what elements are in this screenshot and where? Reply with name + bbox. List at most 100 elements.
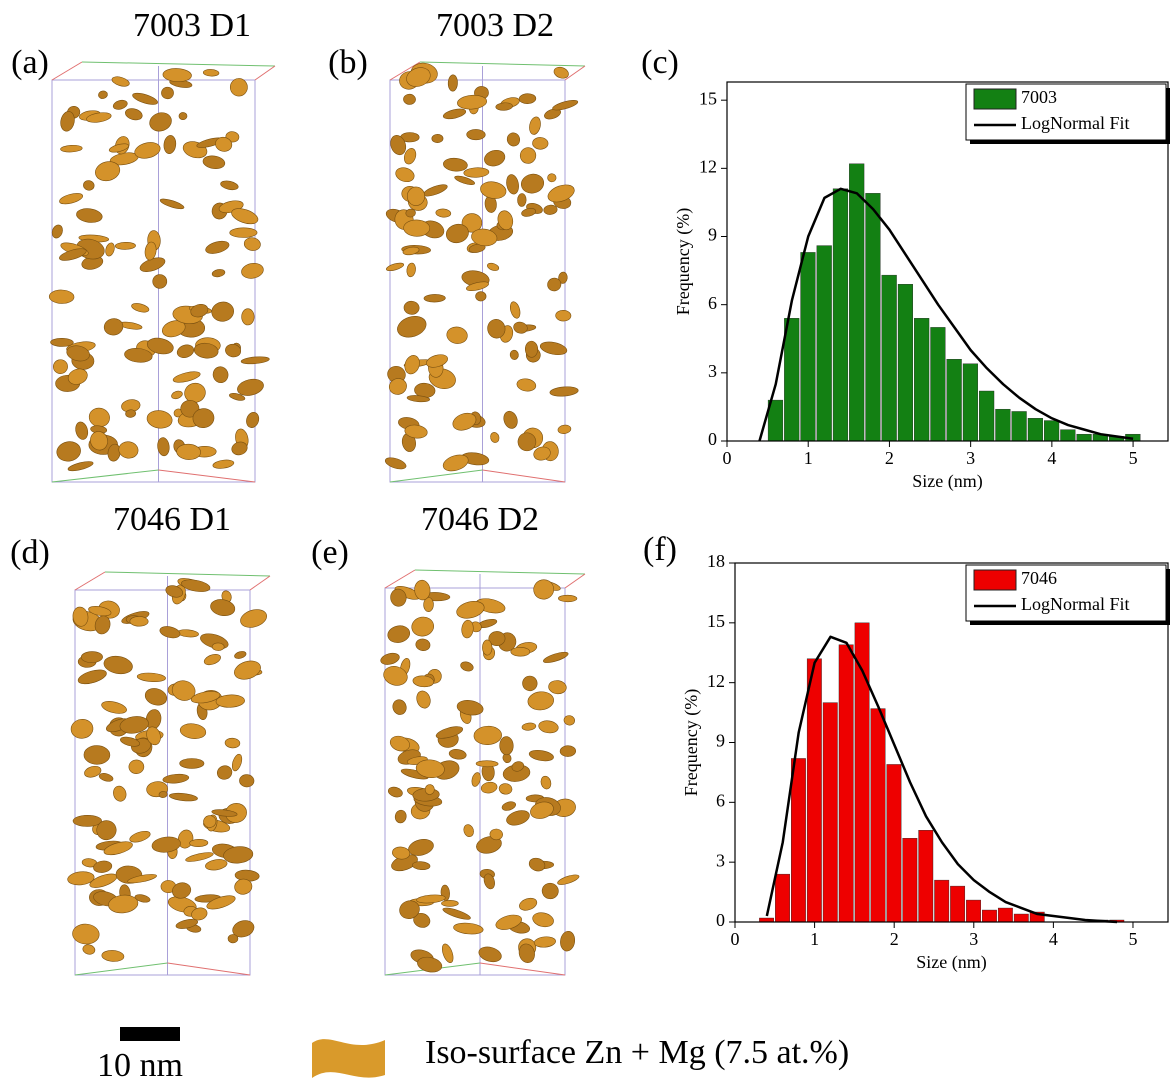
precipitate — [215, 694, 245, 708]
precipitate — [412, 675, 435, 688]
x-tick-label: 5 — [1128, 929, 1137, 949]
precipitate — [96, 820, 117, 841]
precipitate — [392, 699, 407, 715]
precipitate — [185, 852, 214, 862]
box-edge — [51, 469, 159, 483]
precipitate — [547, 184, 575, 203]
bar — [881, 274, 897, 442]
y-tick-label: 3 — [708, 361, 717, 381]
box-edge — [51, 79, 256, 483]
precipitate — [424, 784, 435, 795]
precipitate — [435, 726, 464, 739]
precipitate — [101, 701, 127, 714]
precipitate — [77, 669, 107, 685]
precipitate — [163, 135, 177, 154]
bar — [806, 658, 822, 923]
precipitate — [211, 642, 225, 651]
precipitate — [441, 900, 459, 907]
precipitate — [521, 207, 537, 217]
precipitate — [495, 102, 513, 111]
precipitate — [152, 274, 168, 289]
bar — [934, 879, 950, 923]
precipitate — [225, 343, 242, 358]
precipitate — [403, 148, 417, 165]
precipitate — [522, 675, 538, 692]
precipitate — [234, 660, 261, 680]
box-edge — [482, 469, 566, 483]
precipitate — [553, 66, 569, 79]
precipitate — [146, 410, 173, 429]
precipitate — [509, 349, 519, 360]
precipitate — [499, 736, 514, 756]
precipitate — [519, 897, 538, 911]
x-tick-label: 5 — [1129, 448, 1138, 468]
precipitate — [406, 186, 426, 206]
bar — [982, 909, 997, 923]
fit-line — [758, 187, 1134, 442]
precipitate — [547, 277, 562, 292]
precipitate — [111, 76, 130, 87]
precipitate — [456, 700, 484, 716]
precipitate — [229, 78, 248, 97]
precipitate — [241, 262, 264, 279]
precipitate — [108, 143, 130, 153]
precipitate — [560, 930, 576, 952]
precipitate — [202, 155, 226, 169]
y-tick-label: 12 — [699, 156, 717, 176]
precipitate — [443, 157, 468, 172]
precipitate — [172, 882, 192, 899]
legend-swatch — [973, 88, 1017, 110]
panel-title: 7046 D2 — [421, 501, 539, 538]
precipitate — [548, 680, 567, 695]
precipitate — [237, 378, 264, 396]
precipitate — [125, 409, 137, 418]
precipitate — [471, 772, 481, 787]
precipitate — [417, 956, 443, 973]
precipitate — [165, 585, 184, 598]
precipitate — [406, 67, 431, 87]
box-edge — [419, 61, 586, 67]
x-tick-label: 2 — [890, 929, 899, 949]
precipitate — [95, 161, 121, 182]
precipitate — [53, 359, 68, 374]
precipitate — [60, 111, 75, 132]
precipitate — [192, 408, 215, 429]
precipitate — [412, 861, 431, 871]
precipitate — [193, 342, 219, 359]
precipitate — [442, 454, 469, 472]
precipitate — [144, 688, 168, 706]
precipitate — [463, 824, 474, 837]
precipitate — [388, 378, 407, 395]
box-edge — [74, 962, 168, 976]
precipitate — [404, 355, 420, 375]
precipitate — [557, 424, 572, 434]
precipitate — [543, 651, 569, 663]
precipitate — [518, 943, 535, 963]
precipitate — [176, 443, 201, 460]
precipitate — [176, 344, 195, 358]
precipitate — [210, 599, 236, 617]
fit-line — [765, 635, 1118, 924]
precipitate — [158, 791, 168, 798]
precipitate — [212, 366, 229, 384]
precipitate — [383, 666, 408, 686]
precipitate — [482, 639, 493, 656]
precipitate — [202, 69, 220, 77]
precipitate — [506, 174, 519, 195]
legend-swatch — [973, 569, 1017, 591]
precipitate — [540, 775, 552, 790]
precipitate — [120, 736, 141, 747]
precipitate — [112, 99, 128, 110]
precipitate — [67, 871, 95, 886]
panel-label: (a) — [11, 44, 49, 81]
precipitate — [442, 108, 467, 120]
precipitate — [466, 129, 486, 141]
precipitate — [532, 912, 554, 928]
precipitate — [423, 294, 446, 303]
y-tick-label: 12 — [707, 671, 725, 691]
panel-title: 7003 D1 — [133, 7, 251, 44]
precipitate — [50, 338, 74, 347]
precipitate — [547, 173, 557, 183]
precipitate — [48, 289, 75, 304]
